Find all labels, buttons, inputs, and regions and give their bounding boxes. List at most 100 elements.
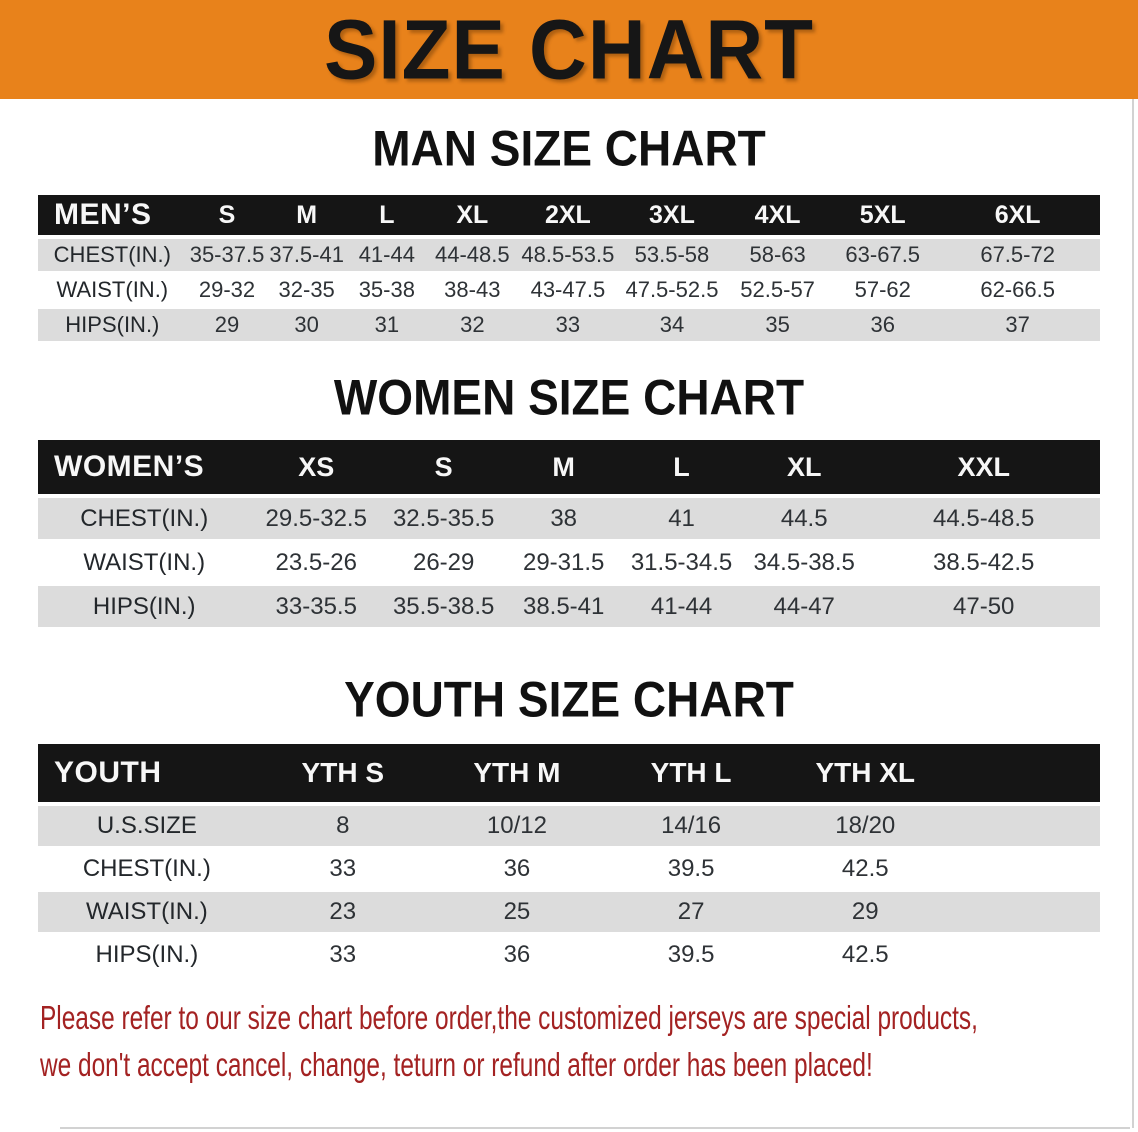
size-value-cell: 44-47	[741, 586, 868, 630]
table-row: CHEST(IN.) 35-37.5 37.5-41 41-44 44-48.5 48.5…	[38, 239, 1100, 274]
size-value-cell: 38	[505, 498, 623, 542]
size-value-cell: 27	[604, 892, 779, 935]
size-value-cell: 38.5-42.5	[867, 542, 1100, 586]
size-value-cell: 18/20	[778, 806, 953, 849]
size-column-header: L	[622, 440, 742, 498]
men-table-wrap: MEN’S S M L XL 2XL 3XL 4XL 5XL 6XL CHEST(IN.) 35-3…	[38, 195, 1100, 344]
size-column-header: YTH S	[255, 744, 430, 806]
youth-table-wrap: YOUTH YTH S YTH M YTH L YTH XL U.S.SIZE 8 10/1…	[38, 744, 1100, 978]
size-column-header: XS	[250, 440, 383, 498]
women-section-heading: WOMEN SIZE CHART	[333, 368, 805, 426]
size-column-header: 2XL	[516, 195, 619, 239]
men-size-table: MEN’S S M L XL 2XL 3XL 4XL 5XL 6XL CHEST(IN.) 35-3…	[38, 195, 1100, 344]
size-value-cell: 33	[516, 309, 619, 344]
youth-section-heading: YOUTH SIZE CHART	[344, 670, 794, 728]
youth-size-table: YOUTH YTH S YTH M YTH L YTH XL U.S.SIZE 8 10/1…	[38, 744, 1100, 978]
youth-table-header-row: YOUTH YTH S YTH M YTH L YTH XL	[38, 744, 1100, 806]
size-value-cell: 34.5-38.5	[741, 542, 868, 586]
table-name-header: MEN’S	[38, 195, 187, 239]
size-column-header: XXL	[867, 440, 1100, 498]
size-value-cell: 33	[255, 849, 430, 892]
size-value-cell: 41-44	[345, 239, 428, 274]
size-value-cell: 33	[255, 935, 430, 978]
table-row: HIPS(IN.) 33 36 39.5 42.5	[38, 935, 1100, 978]
size-value-cell: 37.5-41	[267, 239, 346, 274]
size-value-cell: 35.5-38.5	[382, 586, 506, 630]
banner: SIZE CHART	[0, 0, 1138, 99]
size-value-cell: 35-37.5	[186, 239, 268, 274]
note-line-1: Please refer to our size chart before or…	[40, 999, 978, 1036]
size-value-cell: 33-35.5	[250, 586, 383, 630]
size-value-cell: 47.5-52.5	[618, 274, 726, 309]
size-value-cell: 38.5-41	[505, 586, 623, 630]
size-value-cell: 52.5-57	[725, 274, 831, 309]
row-label: HIPS(IN.)	[38, 586, 251, 630]
men-section-heading: MAN SIZE CHART	[372, 119, 766, 177]
size-value-cell: 29.5-32.5	[250, 498, 383, 542]
size-column-header: L	[345, 195, 428, 239]
section-women: WOMEN SIZE CHART WOMEN’S XS S M L XL XXL CHEST…	[0, 368, 1138, 630]
size-value-cell: 23.5-26	[250, 542, 383, 586]
row-spacer-cell	[952, 806, 1100, 849]
note-line-2: we don't accept cancel, change, teturn o…	[40, 1046, 873, 1083]
size-value-cell: 38-43	[427, 274, 517, 309]
size-value-cell: 23	[255, 892, 430, 935]
size-value-cell: 36	[429, 935, 605, 978]
size-value-cell: 30	[267, 309, 346, 344]
size-value-cell: 35	[725, 309, 831, 344]
header-spacer-cell	[952, 744, 1100, 806]
size-value-cell: 29-31.5	[505, 542, 623, 586]
row-label: WAIST(IN.)	[38, 274, 187, 309]
size-value-cell: 25	[429, 892, 605, 935]
size-column-header: 4XL	[725, 195, 831, 239]
size-column-header: YTH XL	[778, 744, 953, 806]
size-value-cell: 31.5-34.5	[622, 542, 742, 586]
row-spacer-cell	[952, 892, 1100, 935]
size-value-cell: 14/16	[604, 806, 779, 849]
row-spacer-cell	[952, 849, 1100, 892]
size-value-cell: 43-47.5	[516, 274, 619, 309]
size-value-cell: 41	[622, 498, 742, 542]
size-column-header: YTH L	[604, 744, 779, 806]
row-label: CHEST(IN.)	[38, 498, 251, 542]
size-value-cell: 39.5	[604, 849, 779, 892]
size-value-cell: 48.5-53.5	[516, 239, 619, 274]
women-table-wrap: WOMEN’S XS S M L XL XXL CHEST(IN.) 29.5-32.5 32.…	[38, 440, 1100, 630]
table-name-header: WOMEN’S	[38, 440, 251, 498]
row-label: HIPS(IN.)	[38, 935, 256, 978]
size-column-header: YTH M	[429, 744, 605, 806]
size-column-header: XL	[427, 195, 517, 239]
size-value-cell: 10/12	[429, 806, 605, 849]
size-value-cell: 31	[345, 309, 428, 344]
table-row: WAIST(IN.) 23.5-26 26-29 29-31.5 31.5-34.5 34…	[38, 542, 1100, 586]
size-value-cell: 29	[778, 892, 953, 935]
table-name-header: YOUTH	[38, 744, 256, 806]
row-spacer-cell	[952, 935, 1100, 978]
size-value-cell: 29	[186, 309, 268, 344]
size-value-cell: 8	[255, 806, 430, 849]
row-label: WAIST(IN.)	[38, 542, 251, 586]
size-value-cell: 29-32	[186, 274, 268, 309]
youth-table-body: U.S.SIZE 8 10/12 14/16 18/20 CHEST(IN.) 33 36 39…	[38, 806, 1100, 978]
size-value-cell: 34	[618, 309, 726, 344]
size-column-header: 5XL	[830, 195, 936, 239]
size-value-cell: 44.5	[741, 498, 868, 542]
size-value-cell: 36	[429, 849, 605, 892]
women-table-header-row: WOMEN’S XS S M L XL XXL	[38, 440, 1100, 498]
table-row: U.S.SIZE 8 10/12 14/16 18/20	[38, 806, 1100, 849]
size-value-cell: 62-66.5	[935, 274, 1100, 309]
size-value-cell: 47-50	[867, 586, 1100, 630]
size-column-header: 6XL	[935, 195, 1100, 239]
size-column-header: S	[382, 440, 506, 498]
size-column-header: M	[505, 440, 623, 498]
row-label: U.S.SIZE	[38, 806, 256, 849]
size-value-cell: 32	[427, 309, 517, 344]
women-size-table: WOMEN’S XS S M L XL XXL CHEST(IN.) 29.5-32.5 32.…	[38, 440, 1100, 630]
size-value-cell: 57-62	[830, 274, 936, 309]
size-column-header: 3XL	[618, 195, 726, 239]
size-value-cell: 35-38	[345, 274, 428, 309]
table-row: WAIST(IN.) 23 25 27 29	[38, 892, 1100, 935]
size-value-cell: 58-63	[725, 239, 831, 274]
size-value-cell: 32-35	[267, 274, 346, 309]
